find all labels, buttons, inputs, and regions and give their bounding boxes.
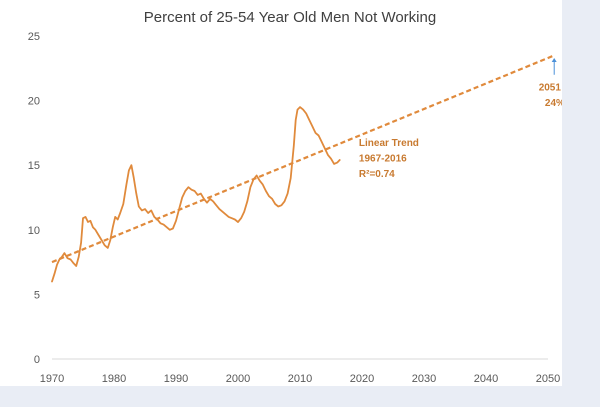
series-layer bbox=[51, 54, 555, 283]
y-tick-label: 15 bbox=[28, 160, 40, 172]
x-tick-label: 2020 bbox=[350, 373, 374, 385]
x-tick-label: 2050 bbox=[536, 373, 560, 385]
x-axis: 1970 1980 1990 2000 2010 2020 2030 2040 2050 bbox=[40, 373, 560, 385]
annotation-label: 24% bbox=[545, 98, 562, 109]
chart-panel: Percent of 25-54 Year Old Men Not Workin… bbox=[0, 0, 562, 386]
y-tick-label: 20 bbox=[28, 96, 40, 108]
chart-title: Percent of 25-54 Year Old Men Not Workin… bbox=[144, 9, 436, 26]
y-axis: 0 5 10 15 20 25 bbox=[28, 31, 40, 366]
line-chart: Percent of 25-54 Year Old Men Not Workin… bbox=[28, 9, 562, 385]
annotations: Linear Trend 1967-2016 R²=0.74 2051 24% bbox=[359, 57, 562, 180]
x-tick-label: 1990 bbox=[164, 373, 188, 385]
y-tick-label: 0 bbox=[34, 354, 40, 366]
x-tick-label: 1980 bbox=[102, 373, 126, 385]
y-tick-label: 10 bbox=[28, 225, 40, 237]
x-tick-label: 2010 bbox=[288, 373, 312, 385]
x-tick-label: 1970 bbox=[40, 373, 64, 385]
annotation-label: 1967-2016 bbox=[359, 153, 407, 164]
series-line bbox=[51, 106, 341, 283]
arrow-head-icon bbox=[551, 57, 557, 62]
annotation-label: R²=0.74 bbox=[359, 169, 395, 180]
x-tick-label: 2030 bbox=[412, 373, 436, 385]
y-tick-label: 25 bbox=[28, 31, 40, 43]
x-tick-label: 2000 bbox=[226, 373, 250, 385]
x-tick-label: 2040 bbox=[474, 373, 498, 385]
y-tick-label: 5 bbox=[34, 289, 40, 301]
annotation-label: Linear Trend bbox=[359, 138, 419, 149]
annotation-label: 2051 bbox=[539, 82, 562, 93]
trend-line bbox=[51, 54, 555, 264]
